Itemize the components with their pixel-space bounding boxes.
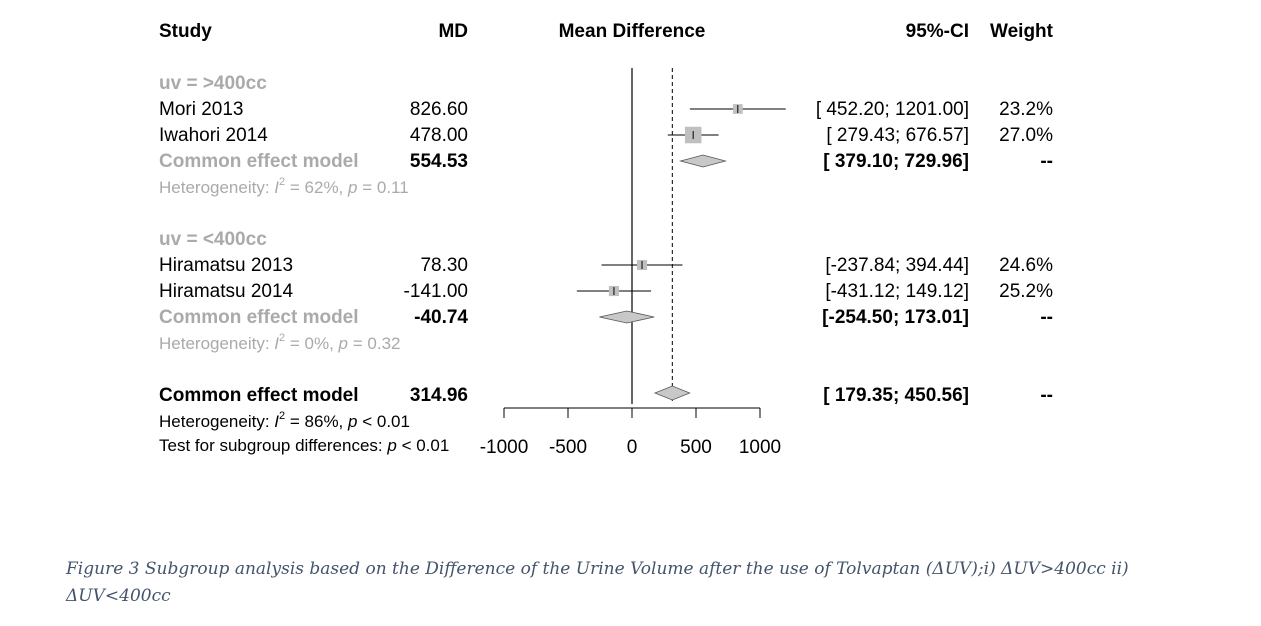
subgroup-label: uv = <400cc xyxy=(159,229,267,250)
overall-heterogeneity-text: Heterogeneity: I2 = 86%, p < 0.01 xyxy=(159,410,410,431)
overall-label: Common effect model xyxy=(159,385,359,406)
study-md: 826.60 xyxy=(410,99,468,120)
heterogeneity-text: Heterogeneity: I2 = 62%, p = 0.11 xyxy=(159,176,409,197)
overall-diamond xyxy=(653,385,691,401)
pooled-md: 554.53 xyxy=(410,151,468,172)
study-ci: [-237.84; 394.44] xyxy=(825,255,969,276)
overall-ci: [ 179.35; 450.56] xyxy=(823,385,969,406)
study-ci: [ 452.20; 1201.00] xyxy=(816,99,969,120)
x-tick-label: 500 xyxy=(680,437,712,458)
study-weight: 24.6% xyxy=(999,255,1053,276)
pooled-weight: -- xyxy=(1040,151,1053,172)
study-weight: 27.0% xyxy=(999,125,1053,146)
header-ci: 95%-CI xyxy=(906,21,969,42)
subgroup-test-text: Test for subgroup differences: p < 0.01 xyxy=(159,436,449,455)
forest-plot: Study MD Mean Difference 95%-CI Weight u… xyxy=(159,21,1054,458)
overall-weight: -- xyxy=(1040,385,1053,406)
x-tick-label: -500 xyxy=(549,437,587,458)
header-md: MD xyxy=(438,21,468,42)
study-weight: 23.2% xyxy=(999,99,1053,120)
figure-caption: Figure 3 Subgroup analysis based on the … xyxy=(66,559,1129,606)
x-tick-label: -1000 xyxy=(480,437,529,458)
study-weight: 25.2% xyxy=(999,281,1053,302)
pooled-label: Common effect model xyxy=(159,151,359,172)
study-name: Mori 2013 xyxy=(159,99,244,120)
subgroup-label: uv = >400cc xyxy=(159,73,267,94)
pooled-weight: -- xyxy=(1040,307,1053,328)
x-tick-label: 0 xyxy=(627,437,638,458)
study-name: Hiramatsu 2013 xyxy=(159,255,293,276)
study-ci: [ 279.43; 676.57] xyxy=(826,125,969,146)
study-ci: [-431.12; 149.12] xyxy=(825,281,969,302)
study-md: -141.00 xyxy=(404,281,468,302)
x-tick-label: 1000 xyxy=(739,437,781,458)
pooled-label: Common effect model xyxy=(159,307,359,328)
pooled-ci: [-254.50; 173.01] xyxy=(822,307,969,328)
pooled-diamond xyxy=(599,310,655,324)
study-name: Hiramatsu 2014 xyxy=(159,281,294,302)
heterogeneity-text: Heterogeneity: I2 = 0%, p = 0.32 xyxy=(159,332,400,353)
overall-md: 314.96 xyxy=(410,385,468,406)
header-weight: Weight xyxy=(990,21,1054,42)
study-md: 478.00 xyxy=(410,125,468,146)
pooled-diamond xyxy=(678,154,727,168)
study-md: 78.30 xyxy=(420,255,468,276)
pooled-md: -40.74 xyxy=(414,307,468,328)
header-study: Study xyxy=(159,21,212,42)
study-name: Iwahori 2014 xyxy=(159,125,268,146)
header-mean-difference: Mean Difference xyxy=(559,21,706,42)
pooled-ci: [ 379.10; 729.96] xyxy=(823,151,969,172)
